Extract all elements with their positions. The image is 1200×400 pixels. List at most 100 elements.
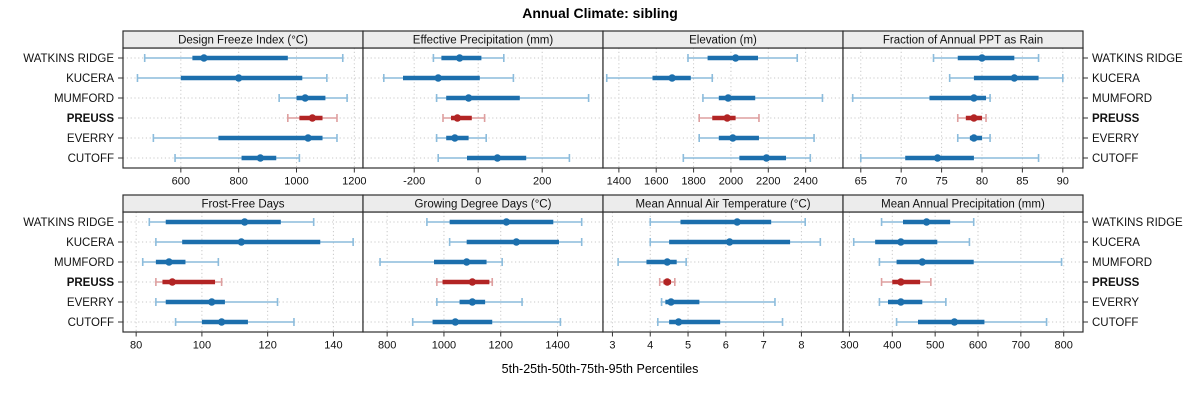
axis-tick-label: 1200 — [342, 176, 366, 188]
percentile-row — [880, 218, 975, 226]
median-dot — [897, 278, 905, 286]
axis-tick-label: 70 — [895, 176, 907, 188]
axis-tick-label: 1000 — [432, 340, 456, 352]
panel-strip-title: Mean Annual Air Temperature (°C) — [635, 199, 810, 211]
percentile-row — [435, 94, 590, 102]
axis-tick-label: 2200 — [756, 176, 780, 188]
axis-tick-label: 1400 — [545, 340, 569, 352]
percentile-row — [437, 154, 571, 162]
axis-tick-label: 80 — [976, 176, 988, 188]
axis-tick-label: 800 — [1055, 340, 1073, 352]
axis-tick-label: 100 — [193, 340, 211, 352]
row-label-right: CUTOFF — [1092, 317, 1138, 329]
axis-tick-label: 140 — [324, 340, 342, 352]
percentile-row — [143, 54, 344, 62]
median-dot — [493, 154, 502, 162]
median-dot — [724, 94, 732, 102]
percentile-row — [141, 258, 220, 266]
percentile-row — [442, 114, 486, 122]
axis-tick-label: 800 — [229, 176, 247, 188]
median-dot — [502, 218, 511, 226]
percentile-row — [379, 258, 503, 266]
axis-tick-label: 600 — [969, 340, 987, 352]
median-dot — [468, 298, 477, 306]
axis-tick-label: 2000 — [719, 176, 743, 188]
median-dot — [762, 154, 771, 162]
percentile-row — [436, 298, 523, 306]
median-dot — [451, 318, 460, 326]
panel-effective-precipitation-mm: Effective Precipitation (mm) -200 0 200 — [362, 30, 604, 188]
percentile-row — [155, 298, 279, 306]
panel-background — [603, 48, 843, 168]
median-dot — [240, 218, 249, 226]
percentile-row — [878, 298, 947, 306]
percentile-row — [174, 154, 301, 162]
panel-strip-title: Elevation (m) — [689, 35, 757, 47]
axis-tick-label: 1600 — [644, 176, 668, 188]
panel-strip-title: Growing Degree Days (°C) — [415, 199, 552, 211]
axis-tick-label: 500 — [926, 340, 944, 352]
percentile-row — [880, 278, 932, 286]
panel-background — [363, 212, 603, 332]
panel-strip-title: Effective Precipitation (mm) — [413, 35, 554, 47]
median-dot — [922, 218, 931, 226]
axis-tick-label: -200 — [403, 176, 425, 188]
axis-tick-label: 1800 — [681, 176, 705, 188]
percentile-row — [852, 238, 971, 246]
median-dot — [217, 318, 226, 326]
axis-tick-label: 600 — [172, 176, 190, 188]
percentile-row — [687, 54, 799, 62]
median-dot — [234, 74, 243, 82]
panel-strip-title: Mean Annual Precipitation (mm) — [881, 199, 1045, 211]
median-dot — [453, 114, 462, 122]
percentile-row — [435, 134, 488, 142]
median-dot — [970, 114, 978, 122]
percentile-row — [436, 278, 494, 286]
row-label-left: WATKINS RIDGE — [23, 217, 114, 229]
percentile-row — [287, 114, 338, 122]
axis-tick-label: 400 — [883, 340, 901, 352]
percentile-row — [617, 258, 687, 266]
row-label-left: KUCERA — [66, 73, 114, 85]
row-label-right: WATKINS RIDGE — [1092, 53, 1183, 65]
axis-tick-label: 4 — [647, 340, 653, 352]
axis-tick-label: 80 — [130, 340, 142, 352]
axis-tick-label: 300 — [840, 340, 858, 352]
axis-tick-label: 1200 — [489, 340, 513, 352]
median-dot — [970, 94, 978, 102]
row-label-right: PREUSS — [1092, 277, 1140, 289]
percentile-row — [682, 154, 812, 162]
percentile-row — [148, 218, 315, 226]
axis-tick-label: 800 — [378, 340, 396, 352]
median-dot — [729, 134, 737, 142]
axis-tick-label: 2400 — [793, 176, 817, 188]
row-label-right: PREUSS — [1092, 113, 1140, 125]
panel-background — [603, 212, 843, 332]
axis-tick-label: 200 — [533, 176, 551, 188]
percentile-row — [136, 74, 328, 82]
percentile-row — [448, 238, 583, 246]
panel-mean-annual-precipitation-mm: Mean Annual Precipitation (mm) 300 400 500 6… — [840, 194, 1183, 352]
median-dot — [434, 74, 442, 82]
axis-tick-label: 5 — [685, 340, 691, 352]
row-label-right: WATKINS RIDGE — [1092, 217, 1183, 229]
median-dot — [933, 154, 942, 162]
panel-design-freeze-index-c: Design Freeze Index (°C) 600 800 1000 1200 WA… — [23, 30, 367, 188]
row-label-left: WATKINS RIDGE — [23, 53, 114, 65]
percentile-row — [658, 278, 676, 286]
median-dot — [733, 218, 741, 226]
panel-strip-title: Fraction of Annual PPT as Rain — [883, 35, 1043, 47]
percentile-row — [878, 258, 1063, 266]
percentile-row — [411, 318, 562, 326]
row-label-right: MUMFORD — [1092, 257, 1152, 269]
percentile-row — [948, 74, 1064, 82]
percentile-row — [956, 134, 991, 142]
row-label-right: KUCERA — [1092, 237, 1140, 249]
percentile-row — [155, 238, 354, 246]
median-dot — [200, 54, 208, 62]
panel-mean-annual-air-temperature-c: Mean Annual Air Temperature (°C) 3 4 5 6 7 8 — [602, 194, 844, 352]
percentile-row — [432, 54, 505, 62]
median-dot — [667, 298, 675, 306]
